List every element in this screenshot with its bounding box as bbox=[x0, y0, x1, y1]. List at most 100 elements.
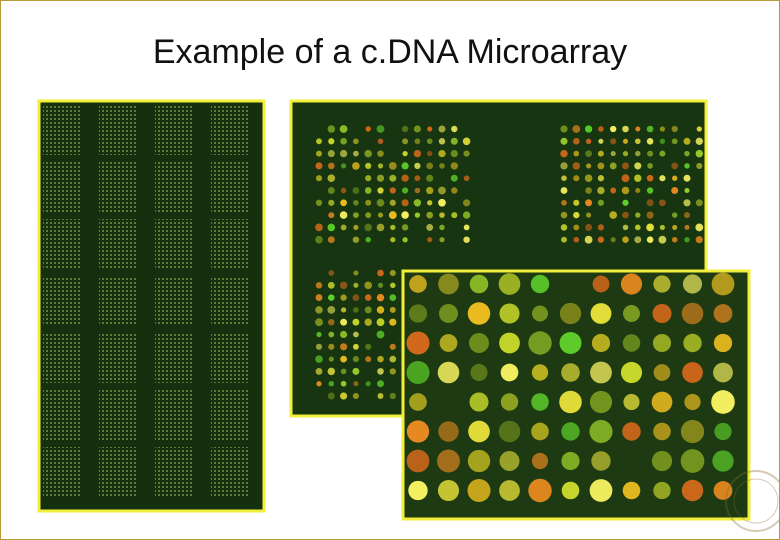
spot-block bbox=[155, 219, 193, 269]
spot bbox=[646, 211, 654, 219]
spot bbox=[620, 361, 643, 384]
spot-block bbox=[43, 276, 81, 326]
spot-block bbox=[43, 333, 81, 383]
spot bbox=[531, 393, 549, 411]
spot bbox=[713, 304, 733, 323]
spot bbox=[671, 138, 678, 145]
spot-block bbox=[211, 447, 249, 497]
spot-block bbox=[155, 276, 193, 326]
spot bbox=[427, 237, 433, 243]
spot bbox=[573, 150, 580, 157]
spot bbox=[573, 199, 580, 206]
spot bbox=[328, 343, 335, 350]
spot bbox=[409, 393, 427, 411]
spot bbox=[340, 199, 347, 207]
spot bbox=[672, 224, 678, 230]
spot-block bbox=[211, 162, 249, 212]
spot bbox=[559, 302, 582, 325]
spot bbox=[438, 421, 459, 442]
spot bbox=[713, 362, 733, 383]
spot bbox=[561, 236, 567, 243]
spot bbox=[531, 452, 549, 470]
spot bbox=[315, 282, 323, 289]
spot bbox=[684, 224, 690, 230]
spot bbox=[376, 306, 385, 314]
spot bbox=[659, 224, 665, 230]
spot bbox=[352, 162, 360, 170]
spot bbox=[315, 175, 323, 182]
spot bbox=[340, 330, 348, 339]
spot bbox=[561, 199, 567, 206]
spot bbox=[671, 125, 678, 133]
spot bbox=[585, 187, 592, 194]
spot bbox=[315, 235, 323, 244]
spot bbox=[592, 275, 610, 293]
spot bbox=[438, 186, 446, 195]
spot-block bbox=[43, 105, 81, 155]
spot bbox=[683, 199, 691, 207]
spot bbox=[620, 273, 643, 295]
spot bbox=[328, 138, 335, 145]
spot bbox=[315, 223, 323, 232]
spot bbox=[340, 318, 348, 326]
spot bbox=[406, 331, 430, 355]
spot bbox=[340, 307, 347, 313]
spot bbox=[340, 187, 347, 194]
spot bbox=[646, 137, 654, 145]
spot bbox=[622, 211, 629, 219]
spot bbox=[659, 199, 666, 207]
spot bbox=[353, 381, 359, 387]
spot bbox=[316, 331, 322, 338]
spot bbox=[340, 294, 347, 301]
spot bbox=[414, 175, 421, 182]
spot bbox=[327, 187, 335, 194]
spot bbox=[328, 294, 335, 301]
spot bbox=[584, 174, 593, 183]
spot bbox=[388, 211, 397, 220]
spot bbox=[426, 186, 434, 195]
spot bbox=[561, 175, 567, 182]
spot bbox=[376, 174, 385, 182]
spot bbox=[560, 149, 568, 158]
spot bbox=[652, 333, 672, 353]
spot bbox=[377, 187, 384, 194]
spot bbox=[377, 138, 384, 145]
spot bbox=[695, 223, 704, 232]
spot bbox=[622, 150, 629, 157]
spot bbox=[634, 162, 642, 170]
spot bbox=[352, 367, 360, 375]
slide-title: Example of a c.DNA Microarray bbox=[152, 33, 628, 71]
spot bbox=[365, 199, 372, 206]
spot bbox=[327, 174, 336, 183]
spot bbox=[450, 174, 458, 182]
spot bbox=[450, 162, 458, 170]
spot bbox=[438, 273, 459, 295]
spot bbox=[315, 367, 323, 375]
spot bbox=[712, 450, 734, 472]
spot bbox=[427, 200, 433, 206]
spot bbox=[439, 163, 445, 169]
spot bbox=[622, 199, 629, 206]
spot bbox=[651, 450, 673, 472]
spot bbox=[589, 390, 613, 414]
spot bbox=[585, 138, 592, 144]
full-array-image bbox=[37, 99, 266, 513]
spot bbox=[635, 187, 641, 194]
spot bbox=[469, 274, 489, 294]
spot bbox=[463, 224, 470, 231]
spot bbox=[402, 138, 409, 145]
spot bbox=[711, 272, 735, 296]
spot bbox=[328, 199, 335, 206]
spot bbox=[451, 187, 458, 194]
spot bbox=[683, 333, 702, 353]
spot bbox=[377, 150, 384, 157]
spot bbox=[659, 175, 666, 182]
spot bbox=[328, 356, 334, 362]
spot bbox=[591, 333, 611, 353]
spot bbox=[365, 236, 371, 243]
spot bbox=[597, 224, 605, 231]
spot bbox=[561, 422, 580, 441]
spot bbox=[377, 355, 384, 363]
spot bbox=[659, 126, 665, 132]
